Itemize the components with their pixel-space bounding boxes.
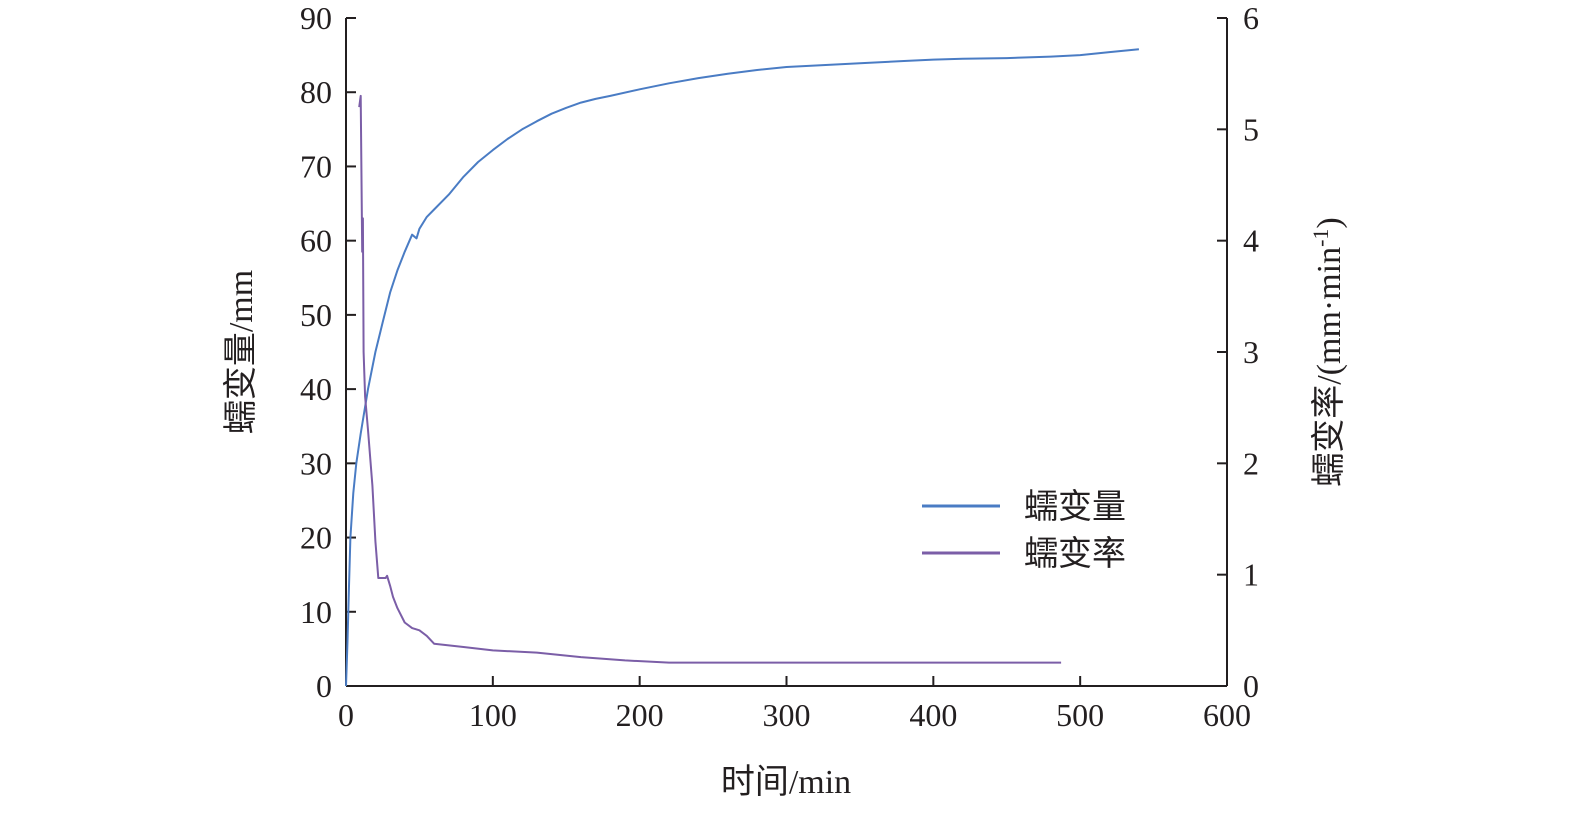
y-right-tick-label: 1 — [1243, 557, 1259, 593]
y-left-tick-label: 40 — [300, 371, 332, 407]
y-left-tick-label: 90 — [300, 0, 332, 36]
series-lines — [345, 48, 1139, 687]
y-right-tick-label: 4 — [1243, 223, 1259, 259]
x-tick-label: 100 — [469, 697, 517, 733]
x-tick-label: 0 — [338, 697, 354, 733]
legend-label-creep-amount: 蠕变量 — [1024, 488, 1126, 526]
legend: 蠕变量 蠕变率 — [922, 488, 1126, 573]
y-axis-right-title-sup: -1 — [1308, 229, 1333, 247]
y-left-tick-label: 50 — [300, 297, 332, 333]
y-right-tick-label: 3 — [1243, 334, 1259, 370]
x-tick-label: 500 — [1056, 697, 1104, 733]
y-left-tick-label: 10 — [300, 594, 332, 630]
y-left-tick-label: 80 — [300, 74, 332, 110]
y-left-tick-label: 70 — [300, 148, 332, 184]
y-left-tick-label: 20 — [300, 520, 332, 556]
x-tick-label: 200 — [616, 697, 664, 733]
y-right-tick-label: 2 — [1243, 445, 1259, 481]
ticks: 0 100 200 300 400 500 600010203040506070809001… — [300, 0, 1259, 733]
y-axis-right-title-close: ) — [1311, 217, 1348, 228]
axes — [345, 18, 1228, 687]
y-left-tick-label: 30 — [300, 445, 332, 481]
x-tick-label: 600 — [1203, 697, 1251, 733]
series-line-creep-rate — [358, 94, 1062, 664]
y-axis-right-title-main: 蠕变率/(mm·min — [1310, 247, 1348, 487]
y-axis-left-title: 蠕变量/mm — [222, 270, 260, 434]
y-left-tick-label: 60 — [300, 223, 332, 259]
series-line-creep-amount — [345, 48, 1139, 687]
y-axis-right-title: 蠕变率/(mm·min-1) — [1308, 217, 1348, 487]
legend-label-creep-rate: 蠕变率 — [1024, 535, 1126, 573]
y-left-tick-label: 0 — [316, 668, 332, 704]
x-tick-label: 300 — [763, 697, 811, 733]
y-right-tick-label: 5 — [1243, 111, 1259, 147]
y-right-tick-label: 6 — [1243, 0, 1259, 36]
x-axis-title: 时间/min — [721, 764, 851, 801]
y-right-tick-label: 0 — [1243, 668, 1259, 704]
x-tick-label: 400 — [909, 697, 957, 733]
